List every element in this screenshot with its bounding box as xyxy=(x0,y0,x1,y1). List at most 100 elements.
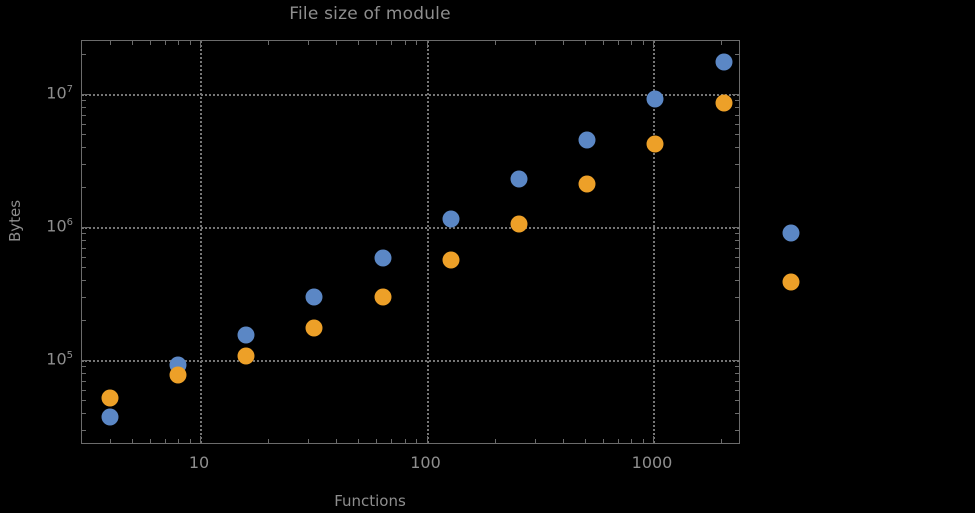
y-tick-major-1e5 xyxy=(732,360,739,361)
x-tick-minor xyxy=(358,439,360,443)
x-tick-minor xyxy=(131,439,133,443)
gridline-vertical-10 xyxy=(200,41,202,443)
x-tick-minor xyxy=(642,439,644,443)
x-tick-minor xyxy=(149,439,151,443)
y-tick-minor xyxy=(82,106,86,108)
x-tick-minor xyxy=(308,439,310,443)
x-tick-minor xyxy=(131,41,133,45)
data-point-blue xyxy=(101,408,119,426)
y-tick-label-1e7: 107 xyxy=(46,84,73,103)
x-tick-minor xyxy=(358,41,360,45)
data-point-orange xyxy=(101,389,119,407)
y-tick-label-mantissa: 10 xyxy=(46,349,67,369)
y-tick-minor xyxy=(735,412,739,414)
y-tick-minor xyxy=(735,123,739,125)
data-point-orange xyxy=(237,347,255,365)
y-tick-minor xyxy=(735,296,739,298)
y-tick-minor xyxy=(735,134,739,136)
x-tick-minor xyxy=(602,41,604,45)
x-tick-minor xyxy=(109,41,111,45)
data-point-orange xyxy=(578,175,596,193)
y-axis-label: Bytes xyxy=(6,199,24,242)
y-tick-minor xyxy=(735,256,739,258)
y-tick-minor xyxy=(82,146,86,148)
x-tick-major-10 xyxy=(200,436,201,443)
x-tick-minor xyxy=(617,41,619,45)
x-tick-minor xyxy=(189,41,191,45)
data-point-orange xyxy=(374,288,392,306)
y-tick-minor xyxy=(735,247,739,249)
y-tick-label-exponent: 7 xyxy=(66,84,73,96)
data-point-orange xyxy=(305,319,323,337)
x-tick-minor xyxy=(376,439,378,443)
x-tick-minor xyxy=(584,439,586,443)
x-tick-minor xyxy=(109,439,111,443)
data-point-blue xyxy=(715,53,733,71)
y-tick-minor xyxy=(735,429,739,431)
y-tick-minor xyxy=(82,389,86,391)
x-tick-minor xyxy=(721,439,723,443)
x-tick-minor xyxy=(336,439,338,443)
y-tick-minor xyxy=(735,366,739,368)
data-point-orange xyxy=(169,366,187,384)
data-point-blue xyxy=(237,326,255,344)
data-point-blue xyxy=(374,249,392,267)
y-tick-minor xyxy=(735,233,739,235)
y-tick-minor xyxy=(82,233,86,235)
y-tick-minor xyxy=(82,114,86,116)
y-tick-minor xyxy=(735,400,739,402)
x-tick-minor xyxy=(268,439,270,443)
x-tick-minor xyxy=(404,439,406,443)
y-tick-minor xyxy=(82,256,86,258)
gridline-vertical-1000 xyxy=(653,41,655,443)
y-tick-minor xyxy=(82,319,86,321)
x-tick-major-1000 xyxy=(653,436,654,443)
y-tick-minor xyxy=(82,366,86,368)
y-tick-minor xyxy=(82,163,86,165)
data-point-blue xyxy=(782,224,800,242)
y-tick-label-mantissa: 10 xyxy=(46,216,67,236)
x-tick-minor xyxy=(178,439,180,443)
x-tick-minor xyxy=(178,41,180,45)
y-tick-minor xyxy=(735,372,739,374)
x-tick-minor xyxy=(189,439,191,443)
x-tick-minor xyxy=(584,41,586,45)
y-tick-minor xyxy=(735,53,739,55)
x-axis-label: Functions xyxy=(334,492,406,510)
x-tick-minor xyxy=(562,41,564,45)
x-tick-major-10 xyxy=(200,41,201,48)
y-tick-major-1e5 xyxy=(82,360,89,361)
y-tick-minor xyxy=(82,380,86,382)
y-tick-minor xyxy=(735,389,739,391)
x-tick-label-100: 100 xyxy=(410,453,441,472)
y-tick-minor xyxy=(735,279,739,281)
data-point-blue xyxy=(646,90,664,108)
y-tick-minor xyxy=(82,429,86,431)
y-tick-major-1e7 xyxy=(82,94,89,95)
y-tick-label-exponent: 5 xyxy=(66,350,73,362)
y-tick-minor xyxy=(735,146,739,148)
y-tick-minor xyxy=(82,100,86,102)
y-tick-minor xyxy=(735,380,739,382)
y-tick-minor xyxy=(735,106,739,108)
x-tick-minor xyxy=(416,41,418,45)
y-tick-major-1e6 xyxy=(82,227,89,228)
x-tick-minor xyxy=(617,439,619,443)
y-tick-major-1e6 xyxy=(732,227,739,228)
y-tick-minor xyxy=(82,267,86,269)
x-tick-minor xyxy=(391,439,393,443)
gridline-horizontal-1e6 xyxy=(82,227,739,229)
y-tick-minor xyxy=(82,296,86,298)
y-tick-minor xyxy=(82,400,86,402)
y-tick-minor xyxy=(82,279,86,281)
x-tick-minor xyxy=(336,41,338,45)
y-tick-minor xyxy=(82,247,86,249)
x-tick-minor xyxy=(164,439,166,443)
y-tick-minor xyxy=(735,114,739,116)
x-tick-major-1000 xyxy=(653,41,654,48)
x-tick-minor xyxy=(631,439,633,443)
x-tick-minor xyxy=(494,439,496,443)
data-point-orange xyxy=(510,215,528,233)
y-tick-minor xyxy=(735,100,739,102)
